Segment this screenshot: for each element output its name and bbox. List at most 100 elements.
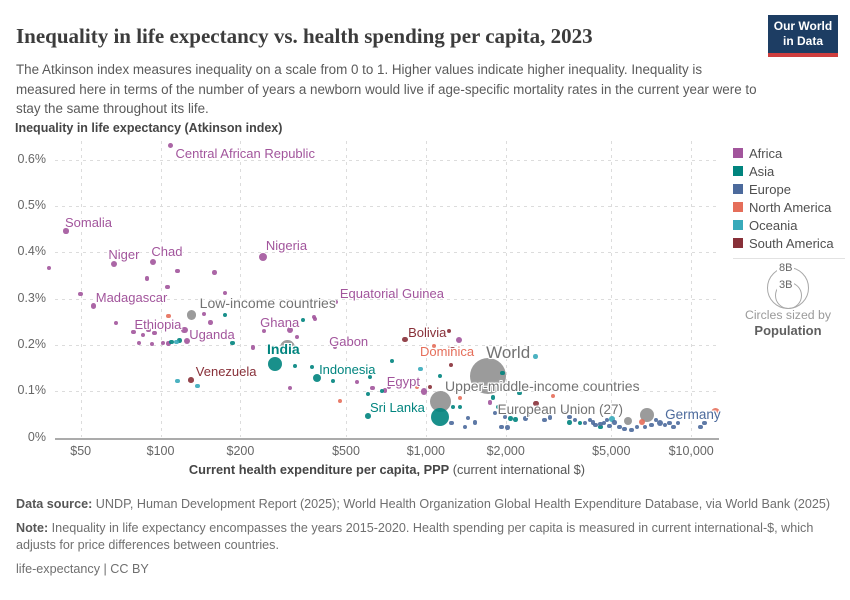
- data-point-european-union-27[interactable]: [623, 416, 633, 426]
- data-point[interactable]: [671, 424, 677, 430]
- data-point-nigeria[interactable]: [258, 252, 268, 262]
- data-point-ghana[interactable]: [287, 327, 294, 334]
- data-point[interactable]: [598, 424, 603, 430]
- data-point[interactable]: [592, 422, 598, 428]
- data-point[interactable]: [287, 385, 293, 391]
- data-point-bolivia[interactable]: [402, 337, 408, 343]
- data-point[interactable]: [386, 384, 392, 390]
- data-point[interactable]: [431, 407, 450, 426]
- data-point-somalia[interactable]: [63, 228, 69, 234]
- data-point[interactable]: [152, 330, 157, 336]
- legend-item-south-america[interactable]: South America: [733, 234, 848, 252]
- data-point[interactable]: [487, 400, 493, 406]
- data-point-chad[interactable]: [150, 259, 157, 266]
- data-point[interactable]: [292, 363, 298, 369]
- legend-item-asia[interactable]: Asia: [733, 162, 848, 180]
- data-point[interactable]: [446, 328, 452, 334]
- data-point-uganda[interactable]: [184, 338, 191, 345]
- data-point[interactable]: [577, 420, 583, 426]
- data-point[interactable]: [642, 424, 648, 430]
- data-point[interactable]: [525, 412, 531, 418]
- data-point[interactable]: [587, 417, 593, 423]
- data-point[interactable]: [230, 340, 235, 346]
- data-point[interactable]: [639, 419, 646, 426]
- data-point[interactable]: [166, 313, 171, 319]
- data-point-gabon[interactable]: [333, 345, 338, 350]
- license-line[interactable]: life-expectancy | CC BY: [16, 561, 836, 578]
- data-point[interactable]: [174, 339, 179, 345]
- legend-item-africa[interactable]: Africa: [733, 144, 848, 162]
- data-point[interactable]: [222, 290, 228, 296]
- legend-item-europe[interactable]: Europe: [733, 180, 848, 198]
- data-point[interactable]: [370, 385, 375, 391]
- data-point[interactable]: [365, 391, 371, 397]
- data-point[interactable]: [612, 419, 617, 425]
- data-point[interactable]: [601, 420, 607, 426]
- data-point[interactable]: [639, 407, 654, 422]
- data-point[interactable]: [414, 384, 420, 390]
- data-point-dominica[interactable]: [431, 343, 436, 348]
- data-point[interactable]: [131, 329, 136, 335]
- data-point[interactable]: [379, 388, 385, 394]
- data-point[interactable]: [507, 416, 513, 421]
- data-point[interactable]: [175, 378, 180, 384]
- data-point[interactable]: [166, 341, 171, 346]
- data-point[interactable]: [472, 419, 478, 425]
- data-point-equatorial-guinea[interactable]: [333, 299, 338, 304]
- data-point[interactable]: [146, 327, 151, 333]
- data-point[interactable]: [634, 424, 640, 430]
- data-point[interactable]: [550, 393, 556, 399]
- data-point[interactable]: [465, 415, 471, 421]
- data-point[interactable]: [499, 370, 505, 376]
- data-point[interactable]: [46, 265, 52, 271]
- data-point[interactable]: [201, 311, 207, 317]
- data-point[interactable]: [710, 407, 720, 417]
- data-point[interactable]: [609, 416, 615, 422]
- data-point-egypt[interactable]: [420, 387, 428, 395]
- data-point[interactable]: [212, 269, 217, 275]
- data-point[interactable]: [547, 415, 553, 420]
- data-point-india[interactable]: [268, 357, 282, 372]
- data-point-niger[interactable]: [111, 260, 118, 267]
- data-point[interactable]: [512, 409, 518, 415]
- data-point[interactable]: [523, 416, 529, 421]
- data-point[interactable]: [367, 374, 373, 380]
- data-point[interactable]: [250, 344, 256, 350]
- data-point[interactable]: [562, 410, 568, 416]
- data-point[interactable]: [675, 420, 681, 426]
- data-point[interactable]: [279, 339, 295, 355]
- data-point[interactable]: [164, 284, 170, 290]
- data-point[interactable]: [449, 420, 454, 426]
- data-point[interactable]: [490, 394, 496, 400]
- data-point-indonesia[interactable]: [313, 373, 322, 382]
- data-point[interactable]: [418, 366, 423, 372]
- data-point[interactable]: [427, 384, 433, 390]
- data-point[interactable]: [389, 358, 395, 364]
- data-point[interactable]: [607, 423, 612, 429]
- data-point[interactable]: [604, 417, 610, 423]
- data-point[interactable]: [499, 424, 504, 430]
- data-point[interactable]: [175, 268, 180, 274]
- data-point[interactable]: [667, 420, 672, 426]
- data-point-central-african-republic[interactable]: [167, 143, 173, 149]
- data-point[interactable]: [294, 334, 300, 340]
- data-point[interactable]: [337, 398, 343, 404]
- data-point[interactable]: [567, 419, 572, 425]
- data-point[interactable]: [140, 332, 146, 338]
- data-point[interactable]: [533, 354, 538, 359]
- data-point[interactable]: [567, 414, 572, 420]
- data-point[interactable]: [261, 328, 267, 334]
- data-point-world[interactable]: [470, 357, 507, 394]
- data-point[interactable]: [448, 362, 454, 368]
- data-point[interactable]: [582, 420, 588, 426]
- data-point[interactable]: [149, 341, 155, 347]
- data-point[interactable]: [598, 421, 603, 427]
- data-point[interactable]: [78, 291, 83, 297]
- data-point[interactable]: [177, 337, 182, 343]
- data-point[interactable]: [622, 426, 627, 432]
- data-point-venezuela[interactable]: [187, 377, 194, 383]
- data-point[interactable]: [516, 390, 522, 396]
- data-point[interactable]: [330, 378, 336, 384]
- data-point[interactable]: [495, 404, 501, 410]
- data-point[interactable]: [502, 414, 508, 420]
